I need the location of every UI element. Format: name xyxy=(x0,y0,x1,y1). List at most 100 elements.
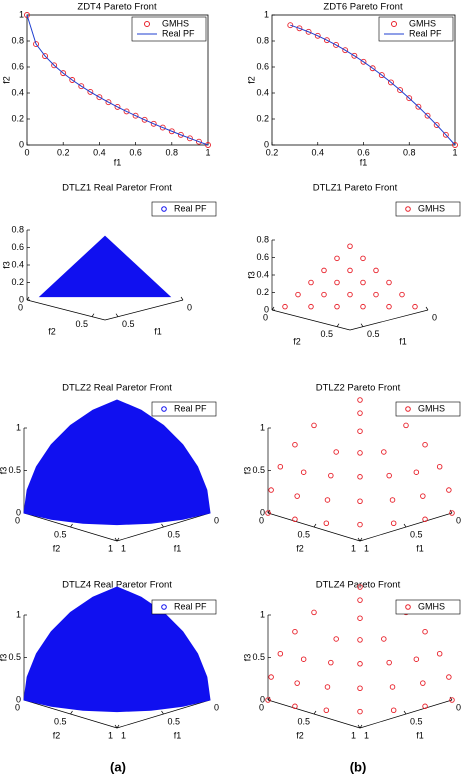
point xyxy=(386,303,392,310)
point xyxy=(105,99,112,106)
point xyxy=(389,497,396,503)
point xyxy=(268,674,274,680)
x-axis-label: f1 xyxy=(114,157,122,167)
z-axis-label: f3 xyxy=(246,271,256,279)
z-tick-label: 0 xyxy=(19,294,24,304)
legend-label: GMHS xyxy=(418,403,445,413)
x-tick xyxy=(403,523,407,528)
y-tick-label: 0 xyxy=(259,515,264,525)
point xyxy=(321,267,327,274)
x-tick-label: 1 xyxy=(121,730,126,740)
y-tick-label: 0.2 xyxy=(11,113,24,123)
point xyxy=(347,291,353,298)
point xyxy=(390,520,397,526)
legend-marker xyxy=(405,604,411,610)
chart-title: ZDT4 Pareto Front xyxy=(77,2,157,13)
y-tick-label: 0.4 xyxy=(256,87,269,97)
point xyxy=(282,303,288,310)
y-axis-label: f2 xyxy=(53,543,61,553)
panel-label: (a) xyxy=(110,759,126,774)
legend-label: Real PF xyxy=(409,28,442,38)
x-tick-label: 0 xyxy=(432,312,437,322)
point xyxy=(360,279,366,286)
point xyxy=(42,53,49,60)
x-tick-label: 0 xyxy=(456,515,461,525)
point xyxy=(324,684,331,690)
x-axis-label: f1 xyxy=(416,730,424,740)
point xyxy=(159,124,166,131)
y-tick-label: 1 xyxy=(108,543,113,553)
point xyxy=(436,650,443,657)
x-tick-label: 0 xyxy=(24,147,29,157)
point xyxy=(424,112,431,119)
legend-marker xyxy=(405,206,411,212)
y-tick-label: 1 xyxy=(351,730,356,740)
point xyxy=(24,12,30,18)
point xyxy=(357,450,363,456)
point xyxy=(420,493,426,499)
point xyxy=(328,472,334,479)
x-tick-label: 0 xyxy=(187,302,192,312)
y-tick-label: 0.5 xyxy=(54,529,67,539)
point xyxy=(357,597,363,603)
point xyxy=(334,255,340,262)
x-axis-label: f1 xyxy=(174,543,182,553)
legend-label: GMHS xyxy=(418,203,445,213)
y-tick-label: 0 xyxy=(18,302,23,312)
point xyxy=(277,463,284,470)
point xyxy=(123,108,130,115)
point xyxy=(388,79,394,86)
point xyxy=(311,422,317,429)
point xyxy=(357,708,363,715)
point xyxy=(292,703,298,710)
y-tick xyxy=(359,537,363,542)
z-axis-label: f3 xyxy=(0,654,8,662)
z-axis-label: f3 xyxy=(0,467,8,475)
point xyxy=(422,628,428,635)
x-tick xyxy=(449,509,453,514)
point xyxy=(265,510,271,516)
x-tick-label: 0.2 xyxy=(266,147,279,157)
point xyxy=(305,28,312,35)
x-tick-label: 0.5 xyxy=(410,529,423,539)
x-tick-label: 1 xyxy=(364,543,369,553)
point xyxy=(449,510,455,516)
x-tick-label: 0.4 xyxy=(311,147,324,157)
panel-label: (b) xyxy=(350,759,367,774)
point xyxy=(442,131,449,138)
x-tick xyxy=(360,323,364,327)
y-tick xyxy=(267,696,271,701)
point xyxy=(323,520,330,526)
point xyxy=(333,636,339,642)
point xyxy=(300,656,307,662)
y-tick-label: 0.6 xyxy=(11,61,24,71)
legend xyxy=(395,599,461,615)
y-axis-label: f2 xyxy=(246,76,256,84)
y-tick-label: 0.5 xyxy=(54,716,67,726)
x-axis-label: f1 xyxy=(360,157,368,167)
y-tick xyxy=(313,523,317,528)
point xyxy=(328,659,334,666)
legend-label: GMHS xyxy=(409,18,436,28)
point xyxy=(373,267,379,274)
point xyxy=(333,42,339,48)
legend xyxy=(151,599,217,615)
x-tick-label: 0.6 xyxy=(129,147,142,157)
x-tick xyxy=(403,710,407,715)
y-tick-label: 0.2 xyxy=(256,113,269,123)
point xyxy=(268,487,274,493)
y-tick xyxy=(116,537,120,542)
point xyxy=(390,707,397,713)
point xyxy=(300,469,307,475)
y-axis-label: f2 xyxy=(293,336,301,346)
pf-line xyxy=(290,24,456,146)
x-tick-label: 0 xyxy=(214,515,219,525)
point xyxy=(422,441,428,448)
y-axis-label: f2 xyxy=(48,326,56,336)
legend xyxy=(131,16,207,42)
z-axis-label: f3 xyxy=(242,467,252,475)
point xyxy=(373,291,379,298)
x-tick-label: 0.4 xyxy=(93,147,106,157)
point xyxy=(334,303,340,310)
point xyxy=(323,707,330,713)
